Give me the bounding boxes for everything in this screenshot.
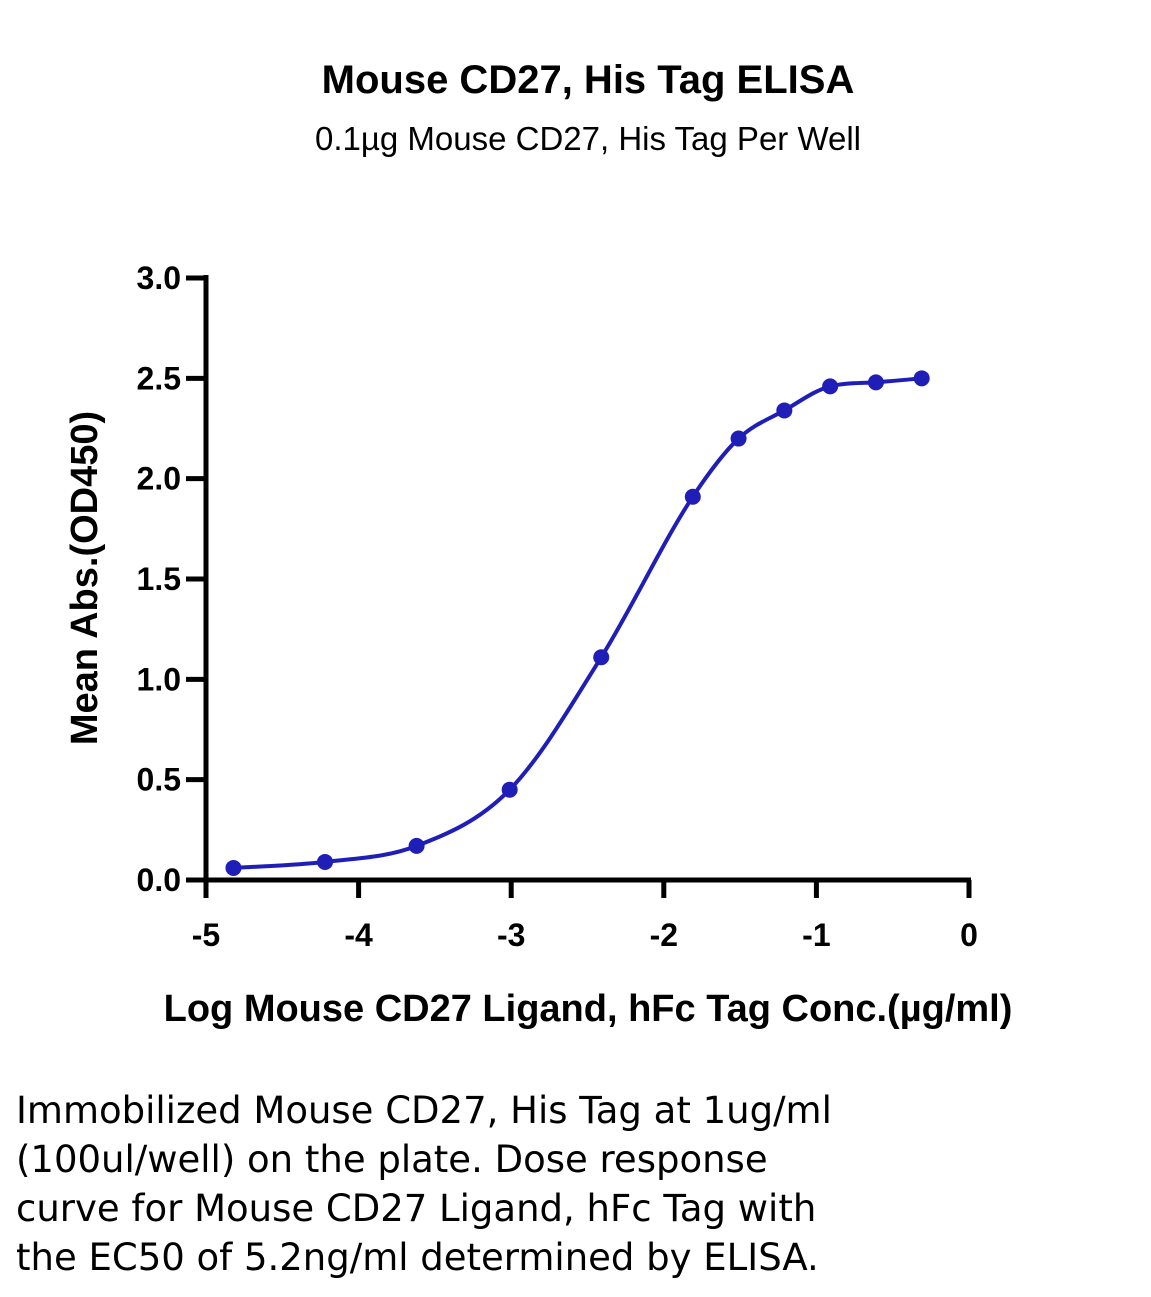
x-tick-label: -4 <box>344 917 373 953</box>
x-tick-label: 0 <box>960 917 978 953</box>
data-point <box>408 837 425 854</box>
y-tick-label: 2.5 <box>137 360 181 396</box>
x-ticks: -5 -4 -3 -2 -1 0 <box>192 880 978 953</box>
data-points <box>225 370 930 876</box>
data-point <box>593 649 610 666</box>
y-tick-label: 3.0 <box>137 260 181 296</box>
data-point <box>317 853 334 870</box>
y-ticks: 0.0 0.5 1.0 1.5 2.0 2.5 3.0 <box>137 260 206 898</box>
y-tick-label: 0.5 <box>137 762 181 798</box>
caption-line: (100ul/well) on the plate. Dose response <box>16 1138 768 1181</box>
x-tick-label: -1 <box>802 917 830 953</box>
x-tick-label: -3 <box>497 917 525 953</box>
data-point <box>730 430 747 447</box>
y-tick-label: 1.5 <box>137 561 181 597</box>
chart-caption: Immobilized Mouse CD27, His Tag at 1ug/m… <box>16 1086 1136 1282</box>
y-tick-label: 1.0 <box>137 661 181 697</box>
y-tick-label: 2.0 <box>137 461 181 497</box>
x-axis-label: Log Mouse CD27 Ligand, hFc Tag Conc.(µg/… <box>164 988 1013 1030</box>
caption-line: the EC50 of 5.2ng/ml determined by ELISA… <box>16 1236 819 1279</box>
chart-subtitle: 0.1µg Mouse CD27, His Tag Per Well <box>315 120 861 157</box>
y-axis-label: Mean Abs.(OD450) <box>64 411 106 745</box>
data-point <box>913 370 930 387</box>
data-point <box>225 859 242 876</box>
x-tick-label: -2 <box>650 917 678 953</box>
caption-line: Immobilized Mouse CD27, His Tag at 1ug/m… <box>16 1089 832 1132</box>
data-point <box>822 378 839 395</box>
chart-title: Mouse CD27, His Tag ELISA <box>322 58 855 102</box>
data-point <box>776 402 793 419</box>
data-point <box>867 374 884 391</box>
data-point <box>684 488 701 505</box>
elisa-chart: Mouse CD27, His Tag ELISA 0.1µg Mouse CD… <box>64 58 1013 1030</box>
axes <box>203 275 971 883</box>
x-tick-label: -5 <box>192 917 220 953</box>
fit-curve <box>233 376 922 870</box>
y-tick-label: 0.0 <box>137 862 181 898</box>
data-point <box>501 781 518 798</box>
caption-line: curve for Mouse CD27 Ligand, hFc Tag wit… <box>16 1187 817 1230</box>
